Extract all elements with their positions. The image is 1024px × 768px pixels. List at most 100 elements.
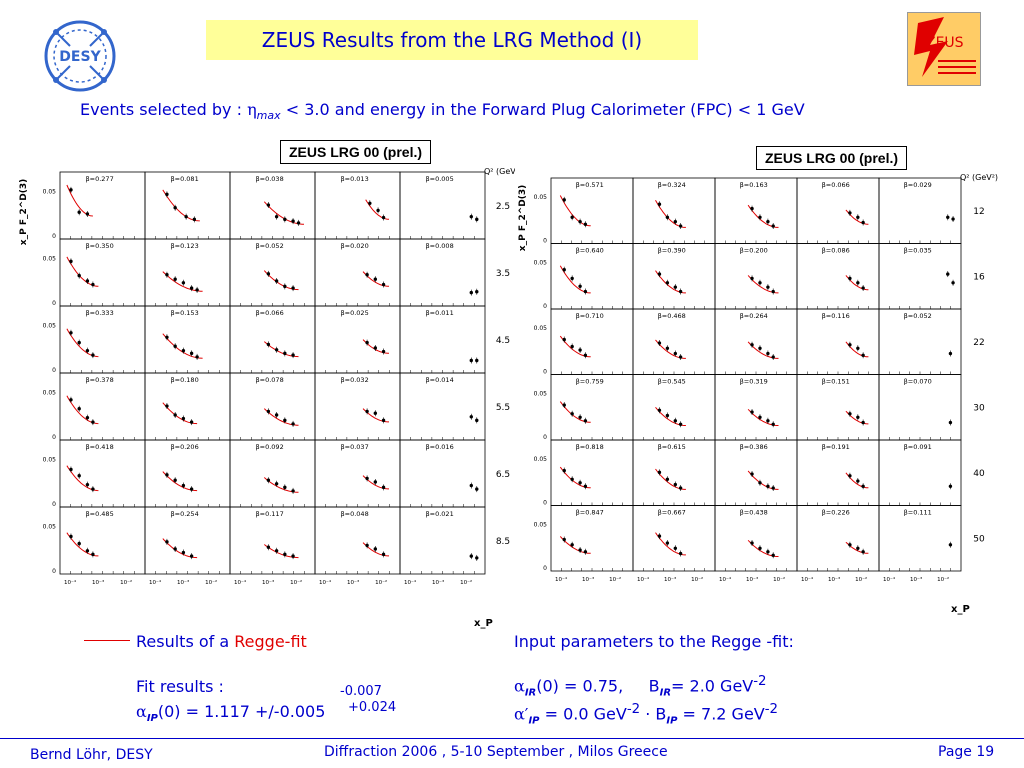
desy-logo: DESY [44, 20, 116, 92]
x-tick-label: 10⁻³ [262, 579, 274, 586]
beta-label: β=0.025 [341, 309, 369, 317]
beta-label: β=0.710 [576, 312, 604, 320]
y-tick-label: 0.05 [534, 521, 548, 528]
chart-left: Q² (GeV²) x_P F_2^D(3) x_P 2.5 0.05 0 β=0.277 β… [19, 167, 515, 629]
beta-label: β=0.070 [904, 378, 932, 386]
x-axis-label: x_P [474, 618, 493, 629]
x-tick-label: 10⁻³ [92, 579, 104, 586]
q2-value: 16 [973, 273, 985, 283]
x-tick-label: 10⁻³ [347, 579, 359, 586]
x-tick-label: 10⁻² [609, 576, 621, 583]
x-tick-label: 10⁻⁴ [555, 576, 568, 583]
x-tick-label: 10⁻⁴ [637, 576, 650, 583]
q2-value: 40 [973, 469, 985, 479]
fit-legend-line [84, 640, 130, 641]
x-tick-label: 10⁻⁴ [234, 579, 247, 586]
beta-label: β=0.350 [86, 242, 114, 250]
alpha-ip-result: αIP(0) = 1.117 +/-0.005 [136, 702, 325, 724]
prel-label-left: ZEUS LRG 00 (prel.) [280, 140, 432, 164]
alpha-prime-line: α′IP = 0.0 GeV-2 · BIP = 7.2 GeV-2 [514, 702, 778, 726]
beta-label: β=0.324 [658, 181, 686, 189]
beta-label: β=0.111 [904, 509, 932, 517]
beta-label: β=0.052 [256, 242, 284, 250]
beta-label: β=0.081 [171, 175, 199, 183]
beta-label: β=0.092 [256, 443, 284, 451]
beta-label: β=0.226 [822, 509, 850, 517]
alpha-ir-line: αIR(0) = 0.75, BIR= 2.0 GeV-2 [514, 674, 767, 698]
y-tick-label: 0.05 [534, 325, 548, 332]
beta-label: β=0.386 [740, 443, 768, 451]
y-tick-label: 0 [543, 565, 547, 572]
x-tick-label: 10⁻³ [177, 579, 189, 586]
y-tick-label: 0 [543, 238, 547, 245]
beta-label: β=0.438 [740, 509, 768, 517]
q2-value: 50 [973, 535, 985, 545]
x-tick-label: 10⁻⁴ [719, 576, 732, 583]
footer-divider [0, 738, 1024, 739]
footer-event: Diffraction 2006 , 5-10 September , Milo… [324, 744, 668, 760]
b-ip-prefix: · B [645, 704, 667, 724]
beta-label: β=0.032 [341, 376, 369, 384]
beta-label: β=0.615 [658, 443, 686, 451]
y-tick-label: 0 [52, 568, 56, 575]
fit-results-label: Fit results : [136, 677, 224, 696]
beta-label: β=0.418 [86, 443, 114, 451]
y-tick-label: 0.05 [534, 390, 548, 397]
x-tick-label: 10⁻² [120, 579, 132, 586]
beta-label: β=0.052 [904, 312, 932, 320]
beta-label: β=0.571 [576, 181, 604, 189]
alpha-prime-symbol: α′ [514, 704, 529, 724]
y-tick-label: 0 [52, 233, 56, 240]
beta-label: β=0.086 [822, 247, 850, 255]
y-tick-label: 0.05 [534, 194, 548, 201]
q2-value: 6.5 [496, 470, 510, 480]
beta-label: β=0.029 [904, 181, 932, 189]
q2-value: 4.5 [496, 336, 510, 346]
beta-label: β=0.091 [904, 443, 932, 451]
y-tick-label: 0 [543, 303, 547, 310]
alpha-ip-err-plus: +0.024 [348, 700, 397, 715]
beta-label: β=0.021 [426, 510, 454, 518]
beta-label: β=0.180 [171, 376, 199, 384]
beta-label: β=0.153 [171, 309, 199, 317]
beta-label: β=0.151 [822, 378, 850, 386]
beta-label: β=0.206 [171, 443, 199, 451]
y-tick-label: 0 [543, 369, 547, 376]
beta-label: β=0.191 [822, 443, 850, 451]
beta-label: β=0.759 [576, 378, 604, 386]
q2-value: 3.5 [496, 269, 510, 279]
y-tick-label: 0 [543, 500, 547, 507]
x-tick-label: 10⁻² [937, 576, 949, 583]
beta-label: β=0.066 [822, 181, 850, 189]
beta-label: β=0.037 [341, 443, 369, 451]
q2-value: 12 [973, 207, 984, 217]
b-ip-exp: -2 [764, 702, 779, 717]
alpha-ip-sub: IP [146, 713, 158, 724]
x-tick-label: 10⁻³ [664, 576, 676, 583]
b-ir-value: = 2.0 GeV [671, 676, 754, 696]
y-tick-label: 0 [543, 434, 547, 441]
beta-label: β=0.016 [426, 443, 454, 451]
beta-label: β=0.319 [740, 378, 768, 386]
beta-label: β=0.008 [426, 242, 454, 250]
beta-label: β=0.048 [341, 510, 369, 518]
b-ir-sub: IR [659, 687, 672, 699]
b-ir-exp: -2 [753, 674, 767, 689]
y-tick-label: 0.05 [43, 523, 57, 530]
beta-label: β=0.254 [171, 510, 199, 518]
x-tick-label: 10⁻⁴ [149, 579, 162, 586]
results-prefix: Results of a [136, 632, 235, 651]
b-ir-prefix: B [648, 676, 660, 696]
x-tick-label: 10⁻⁴ [883, 576, 896, 583]
beta-label: β=0.264 [740, 312, 768, 320]
results-label: Results of a Regge-fit [136, 632, 307, 651]
beta-label: β=0.277 [86, 175, 114, 183]
beta-label: β=0.200 [740, 247, 768, 255]
beta-label: β=0.066 [256, 309, 284, 317]
y-tick-label: 0 [52, 300, 56, 307]
beta-label: β=0.116 [822, 312, 850, 320]
x-tick-label: 10⁻² [205, 579, 217, 586]
y-tick-label: 0.05 [43, 188, 57, 195]
beta-label: β=0.035 [904, 247, 932, 255]
slide-title-box: ZEUS Results from the LRG Method (I) [206, 20, 698, 60]
